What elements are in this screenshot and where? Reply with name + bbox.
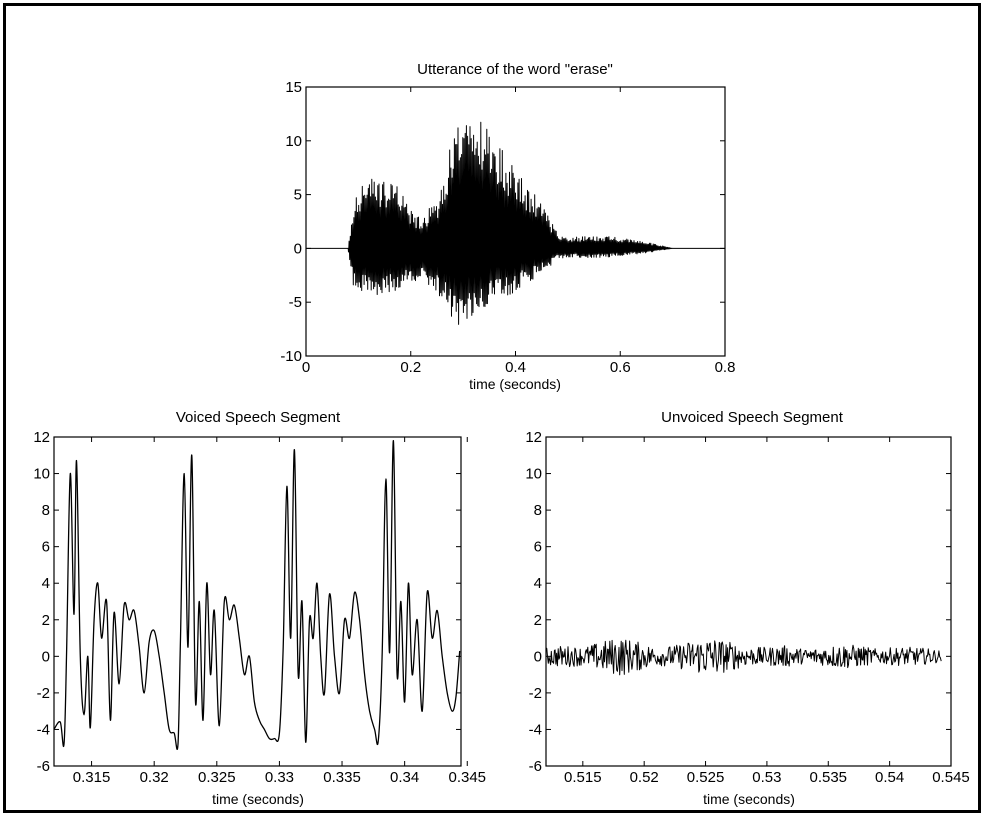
unvoiced-ytick-label: 10 — [525, 466, 542, 483]
utterance-ytick-label: 10 — [285, 133, 302, 150]
voiced-ytick-label: 12 — [33, 429, 50, 446]
unvoiced-xtick-label: 0.54 — [875, 769, 904, 786]
voiced-xtick-label: 0.33 — [265, 769, 294, 786]
unvoiced-axes-box — [545, 436, 952, 767]
voiced-ytick-label: 4 — [42, 575, 50, 592]
voiced-chart: Voiced Speech Segment time (seconds) -6 -… — [33, 409, 486, 807]
voiced-xtick-label: 0.32 — [140, 769, 169, 786]
voiced-xtick-label: 0.34 — [390, 769, 419, 786]
unvoiced-ytick-label: 12 — [525, 429, 542, 446]
voiced-ytick-label: 0 — [42, 648, 50, 665]
voiced-ytick-label: 2 — [42, 612, 50, 629]
utterance-xtick-label: 0.6 — [610, 359, 631, 376]
voiced-waveform-line — [53, 440, 461, 751]
unvoiced-ytick-label: -2 — [529, 685, 542, 702]
unvoiced-xtick-label: 0.545 — [932, 769, 970, 786]
voiced-xtick-label: 0.345 — [448, 769, 486, 786]
unvoiced-xtick-label: 0.525 — [687, 769, 725, 786]
voiced-ytick-label: -4 — [37, 721, 50, 738]
utterance-ytick-label: -10 — [280, 348, 302, 365]
voiced-ytick-label: 8 — [42, 502, 50, 519]
voiced-xtick-label: 0.325 — [198, 769, 236, 786]
utterance-xtick-label: 0 — [302, 359, 310, 376]
utterance-chart-title: Utterance of the word "erase" — [417, 61, 613, 78]
unvoiced-chart-title: Unvoiced Speech Segment — [661, 409, 844, 426]
unvoiced-chart: Unvoiced Speech Segment time (seconds) -… — [525, 409, 969, 807]
utterance-ytick-label: -5 — [289, 294, 302, 311]
utterance-ytick-label: 15 — [285, 79, 302, 96]
utterance-xtick-label: 0.8 — [715, 359, 736, 376]
unvoiced-waveform-line — [545, 639, 942, 676]
unvoiced-chart-xlabel: time (seconds) — [703, 791, 795, 807]
unvoiced-ytick-label: 0 — [534, 648, 542, 665]
voiced-axes-box — [53, 436, 462, 767]
unvoiced-xtick-label: 0.53 — [752, 769, 781, 786]
utterance-ytick-label: 5 — [294, 187, 302, 204]
voiced-ytick-label: -6 — [37, 758, 50, 775]
utterance-chart: Utterance of the word "erase" time (seco… — [280, 61, 735, 392]
unvoiced-ytick-label: 8 — [534, 502, 542, 519]
utterance-xtick-label: 0.2 — [400, 359, 421, 376]
voiced-ytick-label: 10 — [33, 466, 50, 483]
unvoiced-ytick-label: -4 — [529, 721, 542, 738]
voiced-ytick-label: -2 — [37, 685, 50, 702]
voiced-xtick-label: 0.315 — [73, 769, 111, 786]
unvoiced-ytick-label: -6 — [529, 758, 542, 775]
figure-border — [3, 3, 981, 813]
voiced-chart-xlabel: time (seconds) — [212, 791, 304, 807]
utterance-chart-xlabel: time (seconds) — [469, 376, 561, 392]
voiced-chart-title: Voiced Speech Segment — [176, 409, 341, 426]
voiced-xtick-label: 0.335 — [323, 769, 361, 786]
unvoiced-ytick-label: 4 — [534, 575, 542, 592]
unvoiced-xtick-label: 0.515 — [564, 769, 602, 786]
unvoiced-xtick-label: 0.52 — [630, 769, 659, 786]
utterance-xtick-label: 0.4 — [505, 359, 526, 376]
unvoiced-ytick-label: 2 — [534, 612, 542, 629]
utterance-waveform-line — [305, 121, 726, 325]
unvoiced-xtick-label: 0.535 — [809, 769, 847, 786]
utterance-ytick-label: 0 — [294, 240, 302, 257]
unvoiced-ytick-label: 6 — [534, 539, 542, 556]
voiced-ytick-label: 6 — [42, 539, 50, 556]
